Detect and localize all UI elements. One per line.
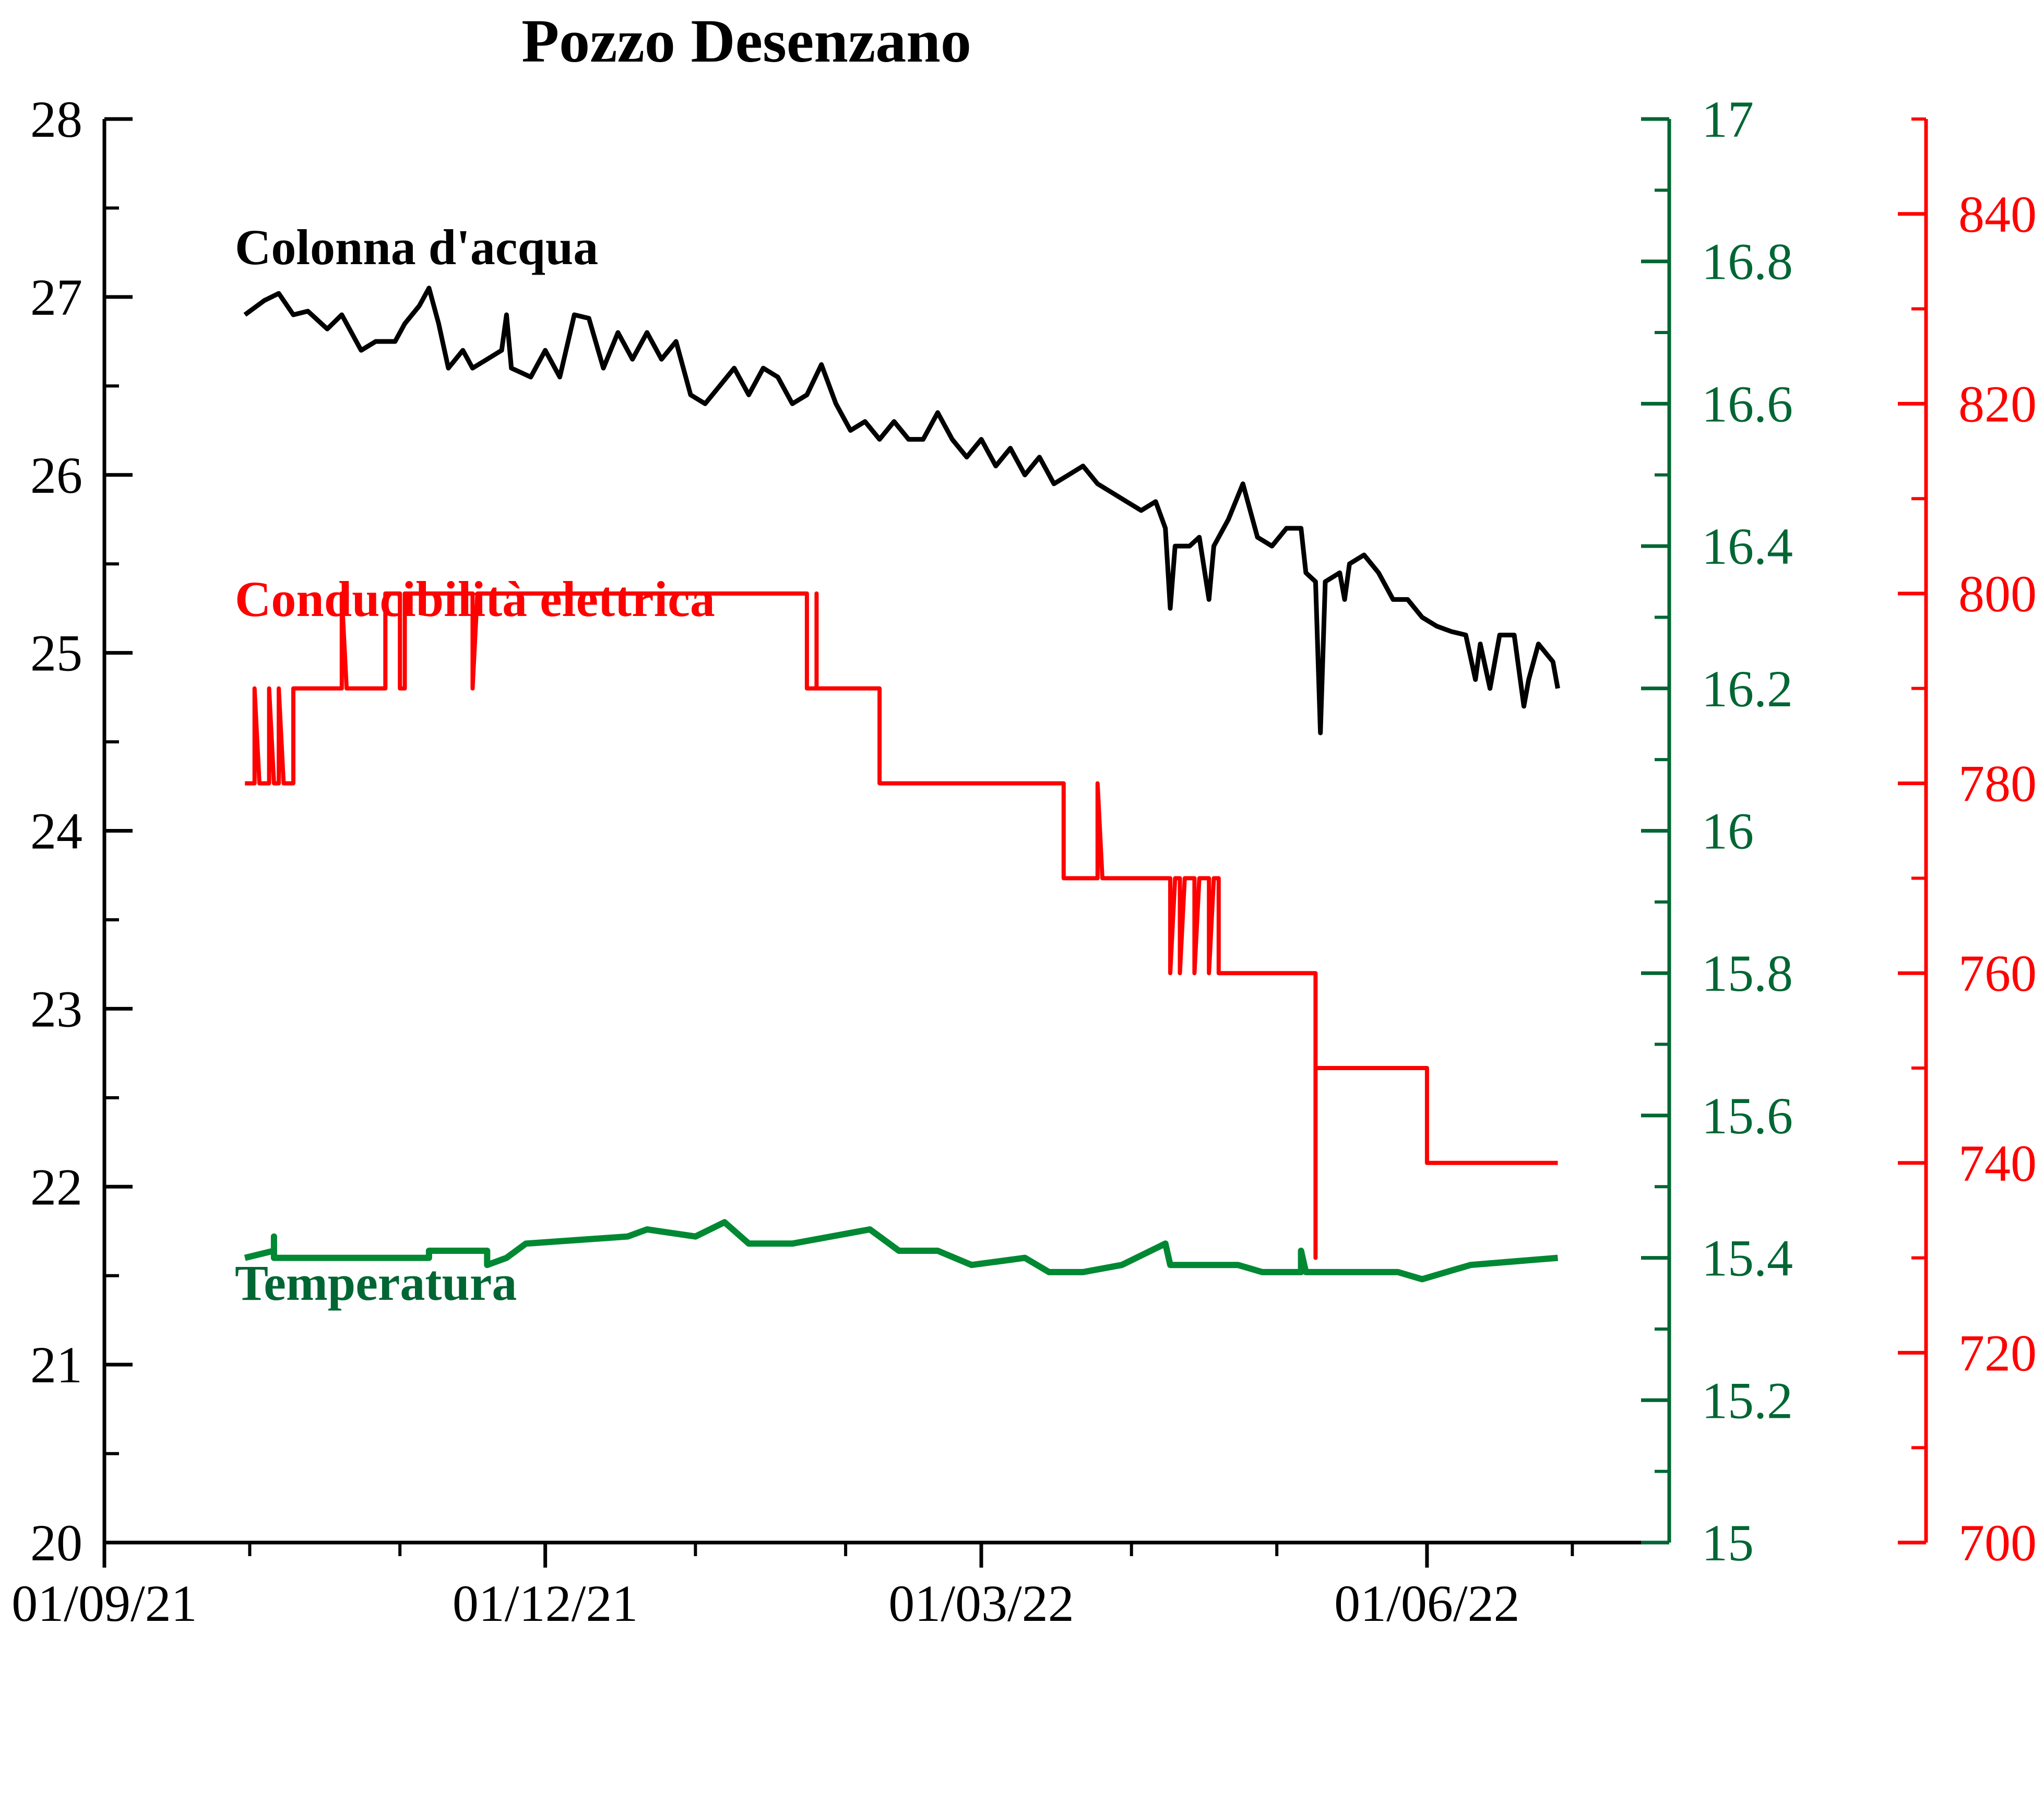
y-right1-tick-label: 16.8 [1702,233,1793,291]
annotation-temperatura: Temperatura [235,1255,517,1311]
y-right2-tick-label: 780 [1958,755,2037,813]
y-left-tick-label: 26 [30,446,82,504]
y-left-tick-label: 24 [30,802,82,860]
y-left-tick-label: 28 [30,90,82,148]
annotation-colonna-acqua: Colonna d'acqua [235,219,598,275]
y-right1-tick-label: 15.6 [1702,1087,1793,1145]
chart-title: Pozzo Desenzano [521,7,971,75]
y-right2-tick-label: 840 [1958,185,2037,243]
y-left-tick-label: 27 [30,268,82,326]
y-left-tick-label: 21 [30,1336,82,1394]
y-left-tick-label: 22 [30,1158,82,1216]
y-right2-tick-label: 740 [1958,1134,2037,1192]
y-right1-tick-label: 15.4 [1702,1229,1793,1287]
y-right2-tick-label: 700 [1958,1514,2037,1572]
y-right2-tick-label: 760 [1958,944,2037,1002]
y-right1-tick-label: 16 [1702,802,1754,860]
series-line-right2 [245,591,1558,1260]
y-right1-tick-label: 17 [1702,90,1754,148]
y-right1-tick-label: 16.2 [1702,660,1793,718]
annotation-conducibilita-elettrica: Conducibilità elettrica [235,571,715,627]
axes-layer: 01/09/21 01/12/21 01/03/22 01/06/22 20 21 22 23… [11,90,2037,1632]
series-line-left [243,286,1560,736]
series-layer [243,286,1560,1283]
x-tick-label: 01/06/22 [1334,1574,1520,1632]
y-right1-tick-label: 15.2 [1702,1371,1793,1429]
y-left-tick-label: 23 [30,980,82,1038]
y-left-tick-label: 20 [30,1514,82,1572]
y-right1-tick-label: 15 [1702,1514,1754,1572]
y-right2-tick-label: 800 [1958,565,2037,623]
y-left-tick-label: 25 [30,624,82,682]
x-tick-label: 01/12/21 [453,1574,638,1632]
y-right1-tick-label: 16.6 [1702,375,1793,433]
x-tick-label: 01/03/22 [888,1574,1074,1632]
x-tick-label: 01/09/21 [11,1574,197,1632]
y-right1-tick-label: 15.8 [1702,944,1793,1002]
series-line-right1 [244,1219,1558,1283]
y-right2-tick-label: 720 [1958,1324,2037,1382]
y-right1-tick-label: 16.4 [1702,517,1793,575]
y-right2-tick-label: 820 [1958,375,2037,433]
